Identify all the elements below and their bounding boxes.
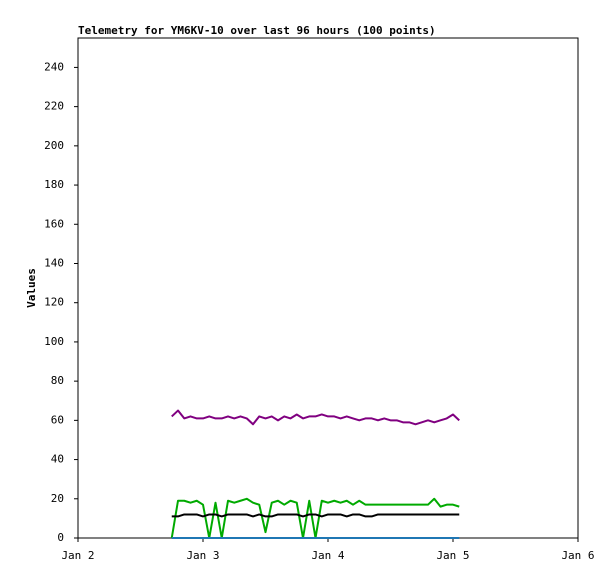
series-line <box>170 497 460 539</box>
y-tick-label: 40 <box>51 453 64 466</box>
y-tick-label: 0 <box>57 531 64 544</box>
y-tick-label: 220 <box>44 100 64 113</box>
y-tick-label: 20 <box>51 492 64 505</box>
x-tick-label: Jan 4 <box>311 549 344 562</box>
y-tick-label: 80 <box>51 374 64 387</box>
y-axis-label: Values <box>25 268 38 308</box>
y-tick-label: 60 <box>51 413 64 426</box>
y-tick-label: 120 <box>44 296 64 309</box>
x-tick-label: Jan 2 <box>61 549 94 562</box>
y-tick-label: 240 <box>44 60 64 73</box>
x-tick-label: Jan 3 <box>186 549 219 562</box>
x-tick-label: Jan 5 <box>436 549 469 562</box>
y-tick-label: 100 <box>44 335 64 348</box>
chart-title: Telemetry for YM6KV-10 over last 96 hour… <box>78 24 436 37</box>
y-tick-label: 160 <box>44 217 64 230</box>
y-tick-label: 180 <box>44 178 64 191</box>
x-tick-label: Jan 6 <box>561 549 594 562</box>
plot-frame <box>77 37 579 539</box>
series-line <box>171 513 460 518</box>
y-tick-label: 140 <box>44 256 64 269</box>
series-line <box>171 409 460 426</box>
y-tick-label: 200 <box>44 139 64 152</box>
